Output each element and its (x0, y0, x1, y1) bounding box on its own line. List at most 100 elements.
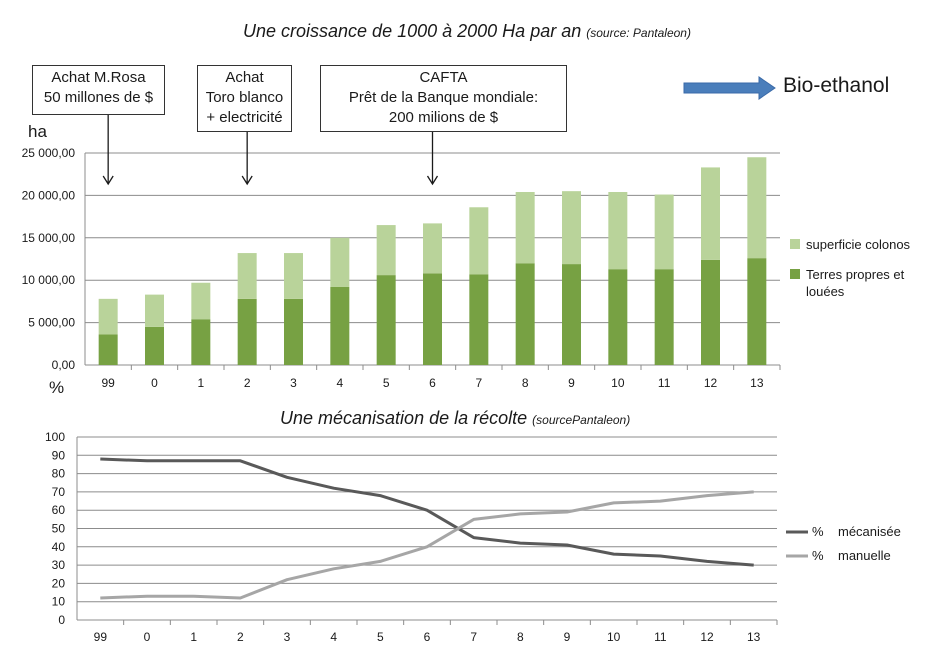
legend-label: mécanisée (838, 524, 901, 539)
bar-superficie-colonos (423, 223, 442, 274)
bar-terres-propres (191, 319, 211, 365)
x-tick-label: 4 (330, 630, 337, 644)
bar-superficie-colonos (330, 237, 350, 287)
x-tick-label: 10 (607, 630, 621, 644)
bar-superficie-colonos (469, 207, 489, 275)
y-tick-label: 90 (52, 448, 66, 462)
x-tick-label: 0 (151, 376, 158, 390)
bar-superficie-colonos (191, 282, 211, 320)
y-tick-label: 5 000,00 (28, 316, 75, 330)
bar-terres-propres (701, 259, 720, 365)
annotation-line: Achat M.Rosa (51, 69, 146, 86)
y-tick-label: 20 (52, 576, 66, 590)
top-unit-label: ha (28, 122, 47, 141)
x-tick-label: 9 (564, 630, 571, 644)
annotation-arrowhead (426, 175, 439, 186)
stacked-bar-chart: 0,00 5 000,00 10 000,00 15 000,00 20 000,00 2… (22, 146, 911, 390)
annotation-line: + electricité (206, 109, 283, 126)
bar-terres-propres (562, 264, 581, 365)
x-tick-label: 6 (429, 376, 436, 390)
x-tick-label: 11 (654, 630, 667, 644)
x-tick-label: 11 (658, 376, 671, 390)
bottom-chart-title-source: (sourcePantaleon) (532, 413, 631, 427)
y-tick-label: 60 (52, 503, 66, 517)
annotation-line: Achat (225, 69, 264, 86)
x-tick-label: 6 (424, 630, 431, 644)
x-tick-label: 2 (237, 630, 244, 644)
annotation-arrowhead (102, 175, 114, 186)
x-tick-label: 1 (197, 376, 204, 390)
y-tick-label: 0,00 (52, 358, 76, 372)
bar-superficie-colonos (237, 253, 257, 299)
x-tick-label: 4 (336, 376, 343, 390)
y-tick-label: 30 (52, 558, 66, 572)
annotation-line: Prêt de la Banque mondiale: (348, 89, 539, 106)
bar-terres-propres (98, 334, 118, 365)
bar-terres-propres (423, 273, 442, 365)
annotation-arrows (102, 76, 776, 186)
bar-superficie-colonos (515, 192, 535, 264)
annotation-cafta: CAFTA Prêt de la Banque mondiale: 200 mi… (320, 65, 567, 132)
legend-prefix: % (812, 548, 824, 563)
legend-label: Terres propres et (806, 267, 905, 282)
bottom-chart-title-main: Une mécanisation de la récolte (280, 408, 528, 428)
bar-terres-propres (145, 326, 164, 365)
bar-terres-propres (515, 263, 535, 365)
x-tick-label: 13 (747, 630, 761, 644)
bar-terres-propres (376, 275, 396, 365)
annotation-line: 50 millones de $ (43, 89, 154, 106)
annotation-line: CAFTA (419, 69, 468, 86)
right-arrow-icon (683, 76, 776, 100)
x-tick-label: 99 (101, 376, 115, 390)
x-tick-label: 3 (290, 376, 297, 390)
bar-superficie-colonos (376, 225, 396, 276)
x-tick-label: 7 (475, 376, 482, 390)
x-tick-label: 9 (568, 376, 575, 390)
x-tick-label: 2 (244, 376, 251, 390)
y-tick-label: 10 (52, 595, 66, 609)
x-tick-label: 3 (284, 630, 291, 644)
bar-terres-propres (237, 298, 257, 365)
x-tick-label: 8 (517, 630, 524, 644)
bar-terres-propres (747, 258, 767, 365)
bottom-chart-title: Une mécanisation de la récolte (sourcePa… (280, 408, 630, 429)
bio-ethanol-label: Bio-ethanol (783, 74, 890, 97)
legend-label: manuelle (838, 548, 891, 563)
top-chart-title: Une croissance de 1000 à 2000 Ha par an … (243, 21, 691, 42)
y-tick-label: 20 000,00 (22, 188, 76, 202)
x-tick-label: 8 (522, 376, 529, 390)
bar-terres-propres (654, 269, 674, 365)
annotation-achat-mrosa: Achat M.Rosa 50 millones de $ (32, 65, 165, 115)
y-tick-label: 50 (52, 522, 66, 536)
x-tick-label: 5 (377, 630, 384, 644)
bar-superficie-colonos (608, 192, 628, 270)
bar-superficie-colonos (701, 167, 720, 260)
y-tick-label: 15 000,00 (22, 231, 76, 245)
y-tick-label: 0 (58, 613, 65, 627)
bar-terres-propres (608, 269, 628, 365)
x-tick-label: 12 (704, 376, 718, 390)
top-chart-title-source: (source: Pantaleon) (586, 26, 691, 40)
legend-label: louées (806, 284, 845, 299)
y-tick-label: 80 (52, 467, 66, 481)
y-tick-label: 40 (52, 540, 66, 554)
bar-superficie-colonos (747, 157, 767, 259)
x-tick-label: 99 (94, 630, 108, 644)
bar-terres-propres (469, 274, 489, 365)
top-chart-title-main: Une croissance de 1000 à 2000 Ha par an (243, 21, 582, 41)
bar-superficie-colonos (145, 294, 164, 327)
x-tick-label: 13 (750, 376, 764, 390)
series-line-mecanisee (100, 457, 754, 567)
y-tick-label: 70 (52, 485, 66, 499)
y-tick-label: 100 (45, 430, 65, 444)
bar-superficie-colonos (562, 191, 581, 265)
x-tick-label: 5 (383, 376, 390, 390)
legend-swatch-terres-propres (790, 269, 800, 279)
series-line-manuelle (100, 490, 754, 600)
annotation-line: 200 milions de $ (388, 109, 499, 126)
x-tick-label: 0 (144, 630, 151, 644)
bar-superficie-colonos (284, 253, 303, 299)
bar-superficie-colonos (98, 298, 118, 335)
bar-terres-propres (330, 286, 350, 365)
